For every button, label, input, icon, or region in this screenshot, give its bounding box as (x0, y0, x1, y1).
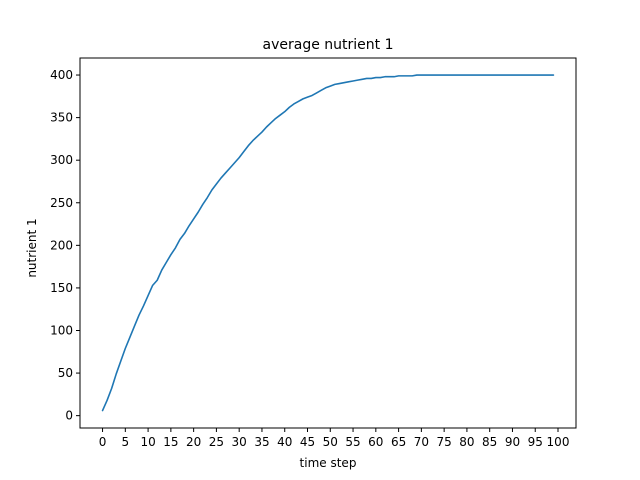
x-tick-label: 15 (163, 435, 178, 449)
x-axis-label: time step (300, 456, 357, 470)
x-tick-label: 70 (414, 435, 429, 449)
series-line-0 (101, 74, 555, 412)
x-tick-label: 55 (345, 435, 360, 449)
x-tick-label: 50 (323, 435, 338, 449)
x-axis-ticks: 0 5 10 15 20 25 30 35 40 45 50 55 60 65 70 75 80 85 90 95 10… (99, 428, 570, 449)
plot-frame (79, 57, 577, 429)
y-axis-ticks: 0 50 100 150 200 250 300 350 400 (50, 68, 80, 423)
y-tick-label: 50 (58, 366, 73, 380)
y-tick-label: 350 (50, 111, 73, 125)
x-tick-label: 85 (482, 435, 497, 449)
x-tick-label: 80 (459, 435, 474, 449)
x-tick-label: 10 (140, 435, 155, 449)
x-tick-label: 100 (547, 435, 570, 449)
x-tick-label: 30 (232, 435, 247, 449)
y-tick-label: 0 (65, 409, 73, 423)
x-tick-label: 95 (528, 435, 543, 449)
chart-title: average nutrient 1 (263, 37, 394, 53)
x-tick-label: 35 (254, 435, 269, 449)
x-tick-label: 75 (437, 435, 452, 449)
y-tick-label: 150 (50, 281, 73, 295)
x-tick-label: 25 (209, 435, 224, 449)
x-tick-label: 0 (99, 435, 107, 449)
y-tick-label: 400 (50, 68, 73, 82)
series-group (101, 74, 555, 412)
y-tick-label: 300 (50, 153, 73, 167)
y-tick-label: 200 (50, 238, 73, 252)
y-tick-label: 100 (50, 323, 73, 337)
x-tick-label: 90 (505, 435, 520, 449)
x-tick-label: 60 (368, 435, 383, 449)
y-tick-label: 250 (50, 196, 73, 210)
x-tick-label: 40 (277, 435, 292, 449)
x-tick-label: 5 (121, 435, 129, 449)
x-tick-label: 20 (186, 435, 201, 449)
x-tick-label: 45 (300, 435, 315, 449)
y-axis-label: nutrient 1 (25, 218, 39, 277)
x-tick-label: 65 (391, 435, 406, 449)
